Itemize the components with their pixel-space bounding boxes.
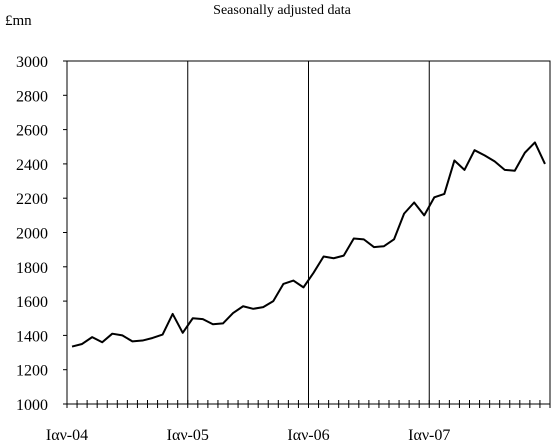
data-point: [131, 340, 133, 342]
data-point: [373, 246, 375, 248]
x-tick-label: Ιαν-04: [46, 427, 88, 444]
data-point: [101, 341, 103, 343]
data-point: [172, 313, 174, 315]
y-tick-label: 2400: [16, 157, 48, 174]
y-axis-unit-label: £mn: [5, 13, 32, 29]
data-point: [302, 286, 304, 288]
data-point: [534, 141, 536, 143]
data-point: [91, 336, 93, 338]
data-point: [141, 340, 143, 342]
data-point: [182, 332, 184, 334]
data-point: [453, 159, 455, 161]
x-axis: Ιαν-04 Ιαν-05 Ιαν-06 Ιαν-07: [46, 400, 551, 444]
x-tick-label: Ιαν-07: [408, 427, 450, 444]
data-point: [282, 283, 284, 285]
data-point: [333, 257, 335, 259]
data-point: [242, 305, 244, 307]
data-point: [212, 323, 214, 325]
data-point: [252, 308, 254, 310]
data-point: [152, 337, 154, 339]
data-point: [524, 152, 526, 154]
y-tick-label: 1000: [16, 397, 48, 414]
y-tick-label: 1400: [16, 328, 48, 345]
data-point: [463, 169, 465, 171]
data-point: [111, 333, 113, 335]
data-point: [343, 255, 345, 257]
data-point: [313, 272, 315, 274]
data-point: [393, 238, 395, 240]
data-point: [262, 306, 264, 308]
y-tick-label: 1800: [16, 260, 48, 277]
data-point: [272, 300, 274, 302]
data-point: [413, 201, 415, 203]
data-point: [443, 193, 445, 195]
data-point: [162, 334, 164, 336]
data-point: [222, 322, 224, 324]
y-tick-label: 2800: [16, 88, 48, 105]
data-point: [323, 256, 325, 258]
data-point: [202, 318, 204, 320]
data-point: [484, 154, 486, 156]
data-point: [494, 160, 496, 162]
data-point: [121, 334, 123, 336]
data-point: [81, 343, 83, 345]
data-point: [504, 169, 506, 171]
data-point: [383, 245, 385, 247]
x-tick-label: Ιαν-06: [287, 427, 329, 444]
data-point: [514, 170, 516, 172]
y-tick-label: 2200: [16, 191, 48, 208]
data-point: [71, 346, 73, 348]
data-point: [292, 280, 294, 282]
data-point: [363, 238, 365, 240]
data-point: [353, 238, 355, 240]
data-point: [423, 214, 425, 216]
y-tick-label: 2600: [16, 123, 48, 140]
data-point: [232, 312, 234, 314]
data-point: [474, 149, 476, 151]
series-layer: [71, 141, 546, 348]
data-point: [403, 213, 405, 215]
y-tick-label: 1200: [16, 363, 48, 380]
data-point: [433, 196, 435, 198]
grid-lines: [187, 61, 430, 404]
y-tick-label: 1600: [16, 294, 48, 311]
x-tick-label: Ιαν-05: [167, 427, 209, 444]
y-tick-label: 3000: [16, 54, 48, 71]
data-point: [192, 317, 194, 319]
y-axis: 1000 1200 1400 1600 1800 2000 2200 2400 2600 2800…: [16, 54, 67, 414]
chart-subtitle: Seasonally adjusted data: [213, 3, 351, 18]
series-line: [71, 141, 546, 348]
y-tick-label: 2000: [16, 226, 48, 243]
data-point: [544, 163, 546, 165]
